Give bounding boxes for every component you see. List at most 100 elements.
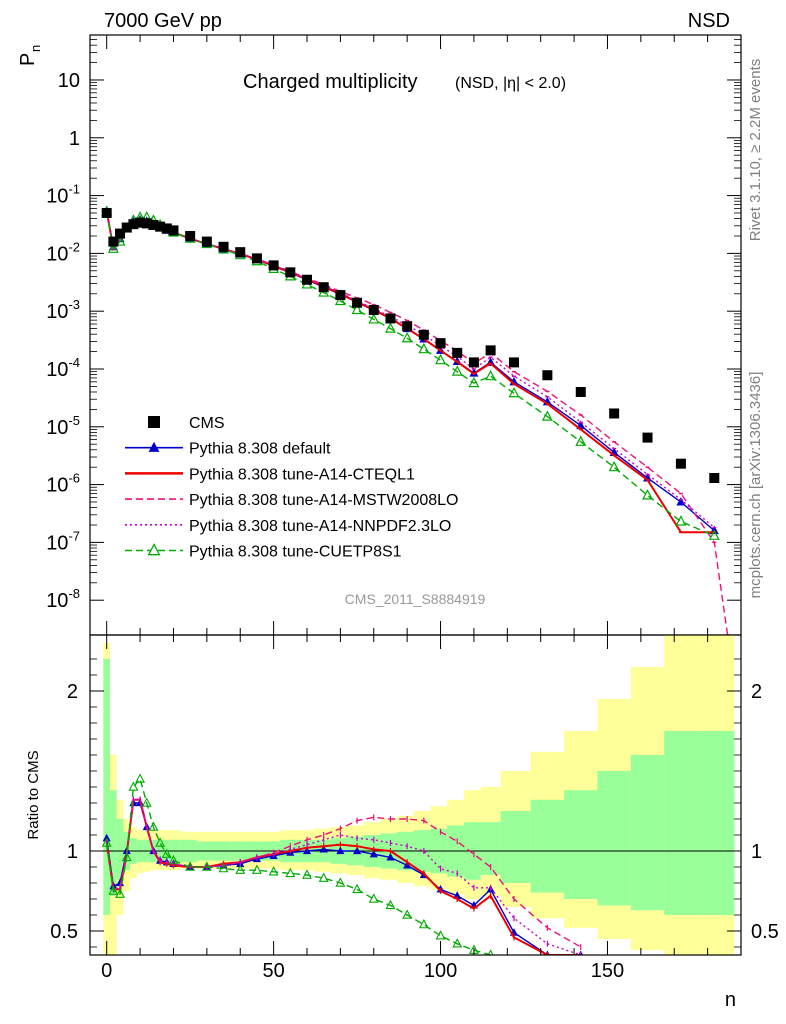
series-point-pythia-8-308-tune-cuetp8s1 [708,529,720,540]
series-point-pythia-8-308-tune-cuetp8s1 [451,365,463,376]
ratio-point-pythia-8-308-tune-cuetp8s1 [121,851,132,862]
ratio-point-pythia-8-308-tune-cuetp8s1 [218,862,229,873]
cms-data-point [609,408,620,419]
cms-data-point [318,282,329,293]
ratio-point-pythia-8-308-tune-cuetp8s1 [318,872,329,882]
tick-exponent: -3 [68,297,80,312]
series-point-pythia-8-308-tune-cuetp8s1 [351,303,363,315]
cms-data-point [302,274,312,285]
ratio-band-green [530,799,565,893]
main-y-tick-label: 10-4 [46,355,80,381]
ratio-line-pythia-8-308-tune-a14-mstw2008lo [106,799,582,948]
cms-data-point [121,222,132,233]
legend-label: Pythia 8.308 tune-A14-NNPDF2.3LO [189,518,451,535]
ratio-point-pythia-8-308-tune-cuetp8s1 [385,899,396,910]
legend-label: Pythia 8.308 tune-A14-CTEQL1 [189,466,415,483]
cms-data-point [285,267,296,278]
ratio-plot-panel: 0.5 0.5 1 1 2 2 0 50 100 150 Ratio to CMS n [25,634,779,1011]
cms-data-point [709,473,720,484]
cms-data-point [201,236,212,247]
ratio-point-pythia-8-308-tune-cuetp8s1 [161,848,172,858]
cms-data-point [135,217,146,228]
tick-base: 10 [46,417,68,439]
series-point-pythia-8-308-tune-cuetp8s1 [368,313,380,324]
ratio-point-pythia-8-308-default [353,846,362,855]
rivet-version-label: Rivet 3.1.10, ≥ 2.2M events [747,59,764,242]
x-axis-label: n [725,989,736,1011]
tick-exponent: -7 [68,528,80,543]
ratio-point-pythia-8-308-tune-cuetp8s1 [285,867,296,878]
legend-label: Pythia 8.308 tune-A14-MSTW2008LO [189,492,458,509]
series-point-pythia-8-308-tune-cuetp8s1 [575,435,587,446]
ratio-point-pythia-8-308-tune-cuetp8s1 [101,837,112,847]
cms-data-point [575,386,586,397]
ratio-band-green [500,811,531,883]
x-tick-label: 50 [262,960,284,982]
ratio-y-tick-label: 0.5 [50,921,78,943]
ratio-point-pythia-8-308-tune-cuetp8s1 [418,918,429,929]
legend: CMS Pythia 8.308 default Pythia 8.308 tune… [125,415,458,561]
cms-data-point [108,236,119,247]
main-y-tick-label: 10-8 [46,586,80,612]
y-axis-label-main: P [17,53,39,66]
ratio-band-green [116,819,124,880]
tick-exponent: -5 [68,413,80,428]
header-energy-label: 7000 GeV pp [104,10,222,32]
main-y-tick-label: 10-2 [46,239,80,265]
ratio-point-pythia-8-308-tune-cuetp8s1 [452,938,463,948]
series-point-pythia-8-308-tune-cuetp8s1 [107,242,119,253]
cms-data-point [141,218,152,229]
cms-data-point [418,329,429,340]
ratio-y-tick-label: 2 [67,681,78,703]
cms-data-point [508,357,519,368]
legend-label: Pythia 8.308 default [189,441,331,458]
ratio-point-pythia-8-308-default [336,846,345,855]
ratio-point-pythia-8-308-tune-cuetp8s1 [155,837,166,847]
ratio-point-pythia-8-308-tune-cuetp8s1 [235,864,246,874]
ratio-y-tick-label: 1 [67,841,78,863]
main-y-tick-label: 10-5 [46,413,80,439]
series-point-pythia-8-308-tune-cuetp8s1 [401,331,413,343]
cms-data-point [435,338,446,349]
main-y-tick-label: 10-3 [46,297,80,323]
ratio-point-pythia-8-308-tune-cuetp8s1 [201,861,212,871]
series-point-pythia-8-308-tune-cuetp8s1 [418,342,430,354]
series-point-pythia-8-308-tune-cuetp8s1 [608,460,620,472]
ratio-band-green [697,731,735,915]
ratio-band-green [103,659,111,915]
y-axis-label-sub: n [28,45,43,52]
ratio-band-green [597,771,631,906]
ratio-point-pythia-8-308-default [386,852,395,861]
cms-data-point [155,221,166,232]
analysis-watermark: CMS_2011_S8884919 [345,591,486,607]
cms-data-point [642,432,653,443]
series-point-pythia-8-308-tune-cuetp8s1 [334,294,346,306]
chart-title: Charged multiplicity [243,71,418,93]
ratio-point-pythia-8-308-tune-cuetp8s1 [435,930,446,940]
cms-data-point [675,458,686,469]
main-plot-frame [89,34,742,636]
header-process-label: NSD [688,10,730,32]
cms-data-point [385,313,396,324]
y-axis-label-ratio: Ratio to CMS [25,750,42,839]
x-tick-label: 100 [424,960,457,982]
legend-triangle-pythia-8-308-default [148,441,160,452]
tick-exponent: -4 [68,355,80,370]
main-y-tick-label: 10-1 [46,182,80,208]
tick-exponent: -8 [68,586,80,601]
ratio-point-pythia-8-308-tune-cuetp8s1 [135,773,146,783]
main-y-tick-label: 10 [58,70,80,92]
cms-data-point [468,357,479,368]
ratio-point-pythia-8-308-tune-cuetp8s1 [128,781,139,791]
cms-data-point [128,219,139,230]
tick-base: 10 [46,532,68,554]
main-y-tick-label: 1 [69,128,80,150]
main-series-layer [101,205,730,635]
tick-base: 10 [46,243,68,265]
cms-data-point [452,347,463,358]
ratio-plot-frame [89,634,742,956]
cms-data-point [218,241,229,252]
series-line-pythia-8-308-tune-a14-mstw2008lo [106,210,729,635]
